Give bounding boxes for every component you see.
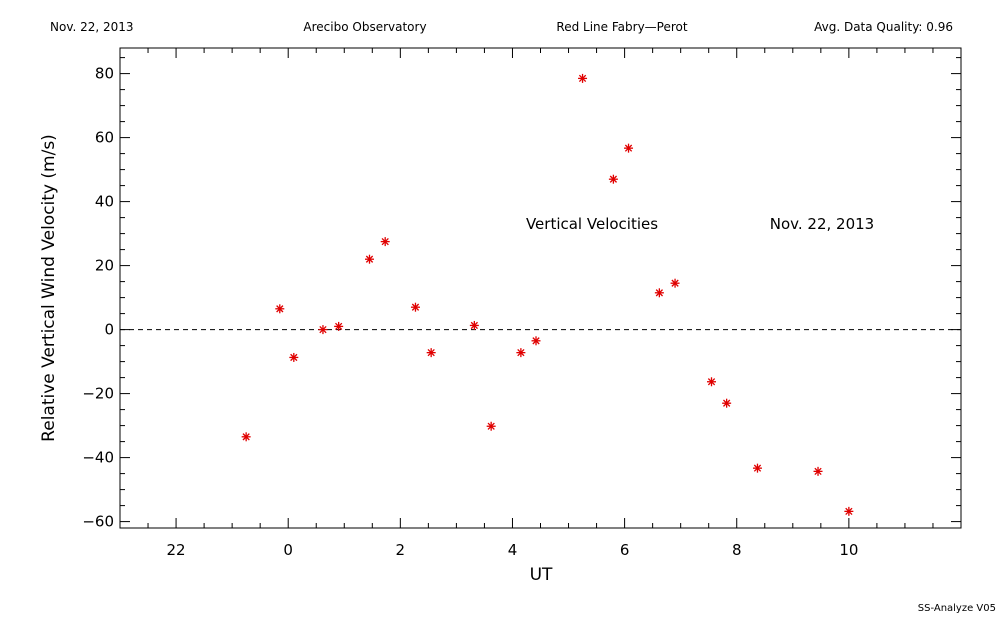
header-observatory: Arecibo Observatory [303, 20, 426, 34]
data-point [289, 352, 299, 362]
data-point [410, 302, 420, 312]
y-tick-label: 0 [104, 321, 114, 339]
axis-ticks [119, 48, 962, 528]
x-tick-label: 2 [396, 541, 406, 559]
data-point [722, 398, 732, 408]
x-tick-label: 22 [167, 541, 186, 559]
y-tick-label: 60 [95, 129, 114, 147]
data-point [752, 463, 762, 473]
header-quality: Avg. Data Quality: 0.96 [814, 20, 953, 34]
x-tick-label: 10 [839, 541, 858, 559]
data-point [364, 254, 374, 264]
data-point [486, 421, 496, 431]
data-point [318, 325, 328, 335]
data-point [578, 73, 588, 83]
data-point [334, 321, 344, 331]
data-point [426, 348, 436, 358]
header-date: Nov. 22, 2013 [50, 20, 134, 34]
y-axis-title: Relative Vertical Wind Velocity (m/s) [39, 134, 59, 442]
data-point [654, 288, 664, 298]
header-instrument: Red Line Fabry—Perot [556, 20, 687, 34]
y-tick-label: −20 [82, 385, 114, 403]
data-point [670, 278, 680, 288]
data-points [241, 73, 854, 516]
data-point [813, 466, 823, 476]
data-point [531, 336, 541, 346]
footer-version: SS-Analyze V05 [918, 603, 996, 614]
x-tick-label: 0 [283, 541, 293, 559]
annotation-title: Vertical Velocities [526, 215, 658, 233]
y-tick-label: 80 [95, 65, 114, 83]
y-tick-label: −40 [82, 449, 114, 467]
data-point [275, 304, 285, 314]
data-point [241, 432, 251, 442]
data-point [844, 506, 854, 516]
x-tick-label: 8 [732, 541, 742, 559]
annotation-date: Nov. 22, 2013 [770, 215, 874, 233]
data-point [516, 348, 526, 358]
y-tick-label: −60 [82, 513, 114, 531]
data-point [707, 377, 717, 387]
y-tick-label: 20 [95, 257, 114, 275]
data-point [469, 320, 479, 330]
plot-frame [119, 47, 962, 529]
x-tick-label: 6 [620, 541, 630, 559]
axis-tick-labels: 22 0 2 4 6 8 10 −60 −40 −20 0 20 40 60 80 [82, 65, 858, 559]
y-tick-label: 40 [95, 193, 114, 211]
x-tick-label: 4 [508, 541, 518, 559]
data-point [624, 143, 634, 153]
x-axis-title: UT [530, 565, 553, 585]
data-point [608, 174, 618, 184]
data-point [380, 237, 390, 247]
